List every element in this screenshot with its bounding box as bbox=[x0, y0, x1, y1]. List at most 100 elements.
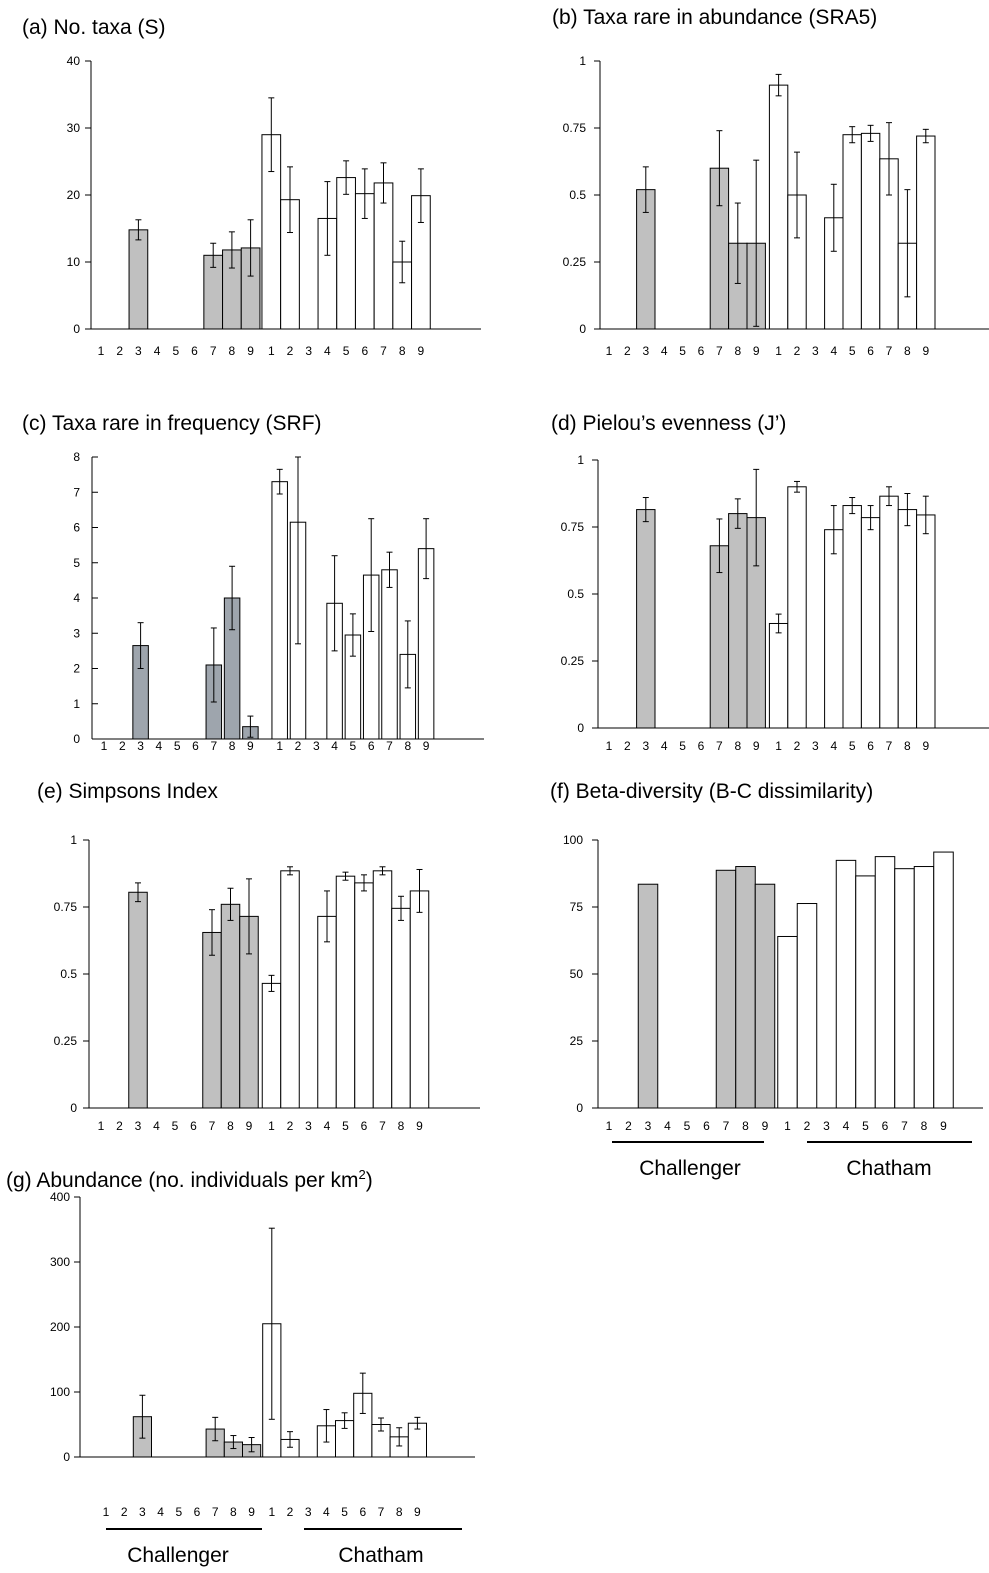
x-tick-label: 2 bbox=[287, 1119, 294, 1133]
bar bbox=[709, 545, 730, 729]
x-tick-label: 2 bbox=[116, 344, 123, 358]
x-tick-label: 3 bbox=[823, 1119, 830, 1133]
x-tick-label: 4 bbox=[830, 739, 837, 753]
x-tick-label: 3 bbox=[642, 739, 649, 753]
x-tick-label: 9 bbox=[753, 739, 760, 753]
x-tick-label: 3 bbox=[812, 344, 819, 358]
x-tick-label: 7 bbox=[380, 344, 387, 358]
x-tick-label: 8 bbox=[904, 739, 911, 753]
panel-e-title: (e) Simpsons Index bbox=[37, 780, 218, 803]
x-tick-label: 1 bbox=[606, 344, 613, 358]
x-tick-label: 6 bbox=[867, 739, 874, 753]
x-tick-label: 9 bbox=[753, 344, 760, 358]
x-tick-label: 2 bbox=[295, 739, 302, 753]
x-tick-label: 7 bbox=[716, 344, 723, 358]
x-tick-label: 6 bbox=[698, 739, 705, 753]
bar bbox=[860, 517, 881, 729]
x-tick-label: 5 bbox=[679, 739, 686, 753]
bar bbox=[842, 134, 862, 330]
x-tick-label: 6 bbox=[361, 344, 368, 358]
x-tick-label: 4 bbox=[661, 739, 668, 753]
x-tick-label: 9 bbox=[418, 344, 425, 358]
x-tick-label: 2 bbox=[794, 739, 801, 753]
x-tick-label: 4 bbox=[664, 1119, 671, 1133]
x-tick-label: 8 bbox=[921, 1119, 928, 1133]
y-tick-label: 30 bbox=[67, 121, 81, 135]
group-label: Challenger bbox=[127, 1544, 229, 1567]
group-label: Chatham bbox=[846, 1157, 931, 1180]
bar bbox=[220, 903, 241, 1109]
x-tick-label: 3 bbox=[645, 1119, 652, 1133]
x-tick-label: 7 bbox=[378, 1505, 385, 1519]
x-tick-label: 2 bbox=[624, 344, 631, 358]
bar bbox=[280, 870, 300, 1109]
y-tick-label: 0 bbox=[579, 322, 586, 336]
bar bbox=[897, 509, 918, 729]
y-tick-label: 0.75 bbox=[54, 900, 78, 914]
x-tick-label: 2 bbox=[287, 1505, 294, 1519]
panel-g-title-end: ) bbox=[366, 1169, 373, 1192]
y-tick-label: 0 bbox=[577, 721, 584, 735]
panel-g-title-sup: 2 bbox=[359, 1167, 366, 1182]
x-tick-label: 2 bbox=[287, 344, 294, 358]
bar bbox=[335, 875, 356, 1109]
x-tick-label: 5 bbox=[341, 1505, 348, 1519]
x-tick-label: 9 bbox=[247, 344, 254, 358]
x-tick-label: 9 bbox=[416, 1119, 423, 1133]
x-tick-label: 2 bbox=[624, 739, 631, 753]
x-tick-label: 7 bbox=[886, 739, 893, 753]
y-tick-label: 0.5 bbox=[60, 967, 77, 981]
x-tick-label: 6 bbox=[368, 739, 375, 753]
y-tick-label: 20 bbox=[67, 188, 81, 202]
bar bbox=[735, 866, 756, 1109]
x-tick-label: 4 bbox=[661, 344, 668, 358]
x-tick-label: 4 bbox=[153, 1119, 160, 1133]
bar bbox=[128, 229, 149, 330]
y-tick-label: 100 bbox=[563, 833, 583, 847]
y-tick-label: 1 bbox=[70, 833, 77, 847]
bar bbox=[913, 866, 935, 1109]
y-tick-label: 7 bbox=[73, 485, 80, 499]
y-tick-label: 0 bbox=[70, 1101, 77, 1115]
x-tick-label: 5 bbox=[174, 739, 181, 753]
x-tick-label: 3 bbox=[137, 739, 144, 753]
bar bbox=[879, 495, 899, 729]
x-tick-label: 9 bbox=[246, 1119, 253, 1133]
x-tick-label: 6 bbox=[361, 1119, 368, 1133]
y-tick-label: 1 bbox=[577, 453, 584, 467]
x-tick-label: 4 bbox=[331, 739, 338, 753]
bar bbox=[271, 481, 288, 740]
x-tick-label: 2 bbox=[804, 1119, 811, 1133]
x-tick-label: 8 bbox=[734, 344, 741, 358]
x-tick-label: 9 bbox=[423, 739, 430, 753]
x-tick-label: 6 bbox=[190, 1119, 197, 1133]
panel-f-title: (f) Beta-diversity (B-C dissimilarity) bbox=[550, 780, 873, 803]
x-tick-label: 2 bbox=[121, 1505, 128, 1519]
x-tick-label: 7 bbox=[212, 1505, 219, 1519]
x-tick-label: 4 bbox=[830, 344, 837, 358]
y-tick-label: 75 bbox=[570, 900, 584, 914]
y-tick-label: 40 bbox=[67, 54, 81, 68]
x-tick-label: 1 bbox=[101, 739, 108, 753]
bar bbox=[381, 569, 398, 740]
x-tick-label: 8 bbox=[404, 739, 411, 753]
x-tick-label: 9 bbox=[762, 1119, 769, 1133]
y-tick-label: 0 bbox=[73, 322, 80, 336]
x-tick-label: 3 bbox=[812, 739, 819, 753]
panel-f: (f) Beta-diversity (B-C dissimilarity) 0… bbox=[550, 780, 983, 1180]
bar bbox=[202, 931, 222, 1109]
x-tick-label: 4 bbox=[843, 1119, 850, 1133]
x-tick-label: 8 bbox=[734, 739, 741, 753]
x-tick-label: 3 bbox=[642, 344, 649, 358]
x-tick-label: 3 bbox=[305, 344, 312, 358]
bar bbox=[933, 851, 954, 1109]
bar bbox=[768, 84, 789, 330]
x-tick-label: 1 bbox=[98, 344, 105, 358]
y-tick-label: 200 bbox=[50, 1320, 70, 1334]
x-tick-label: 5 bbox=[684, 1119, 691, 1133]
bar bbox=[874, 856, 896, 1109]
